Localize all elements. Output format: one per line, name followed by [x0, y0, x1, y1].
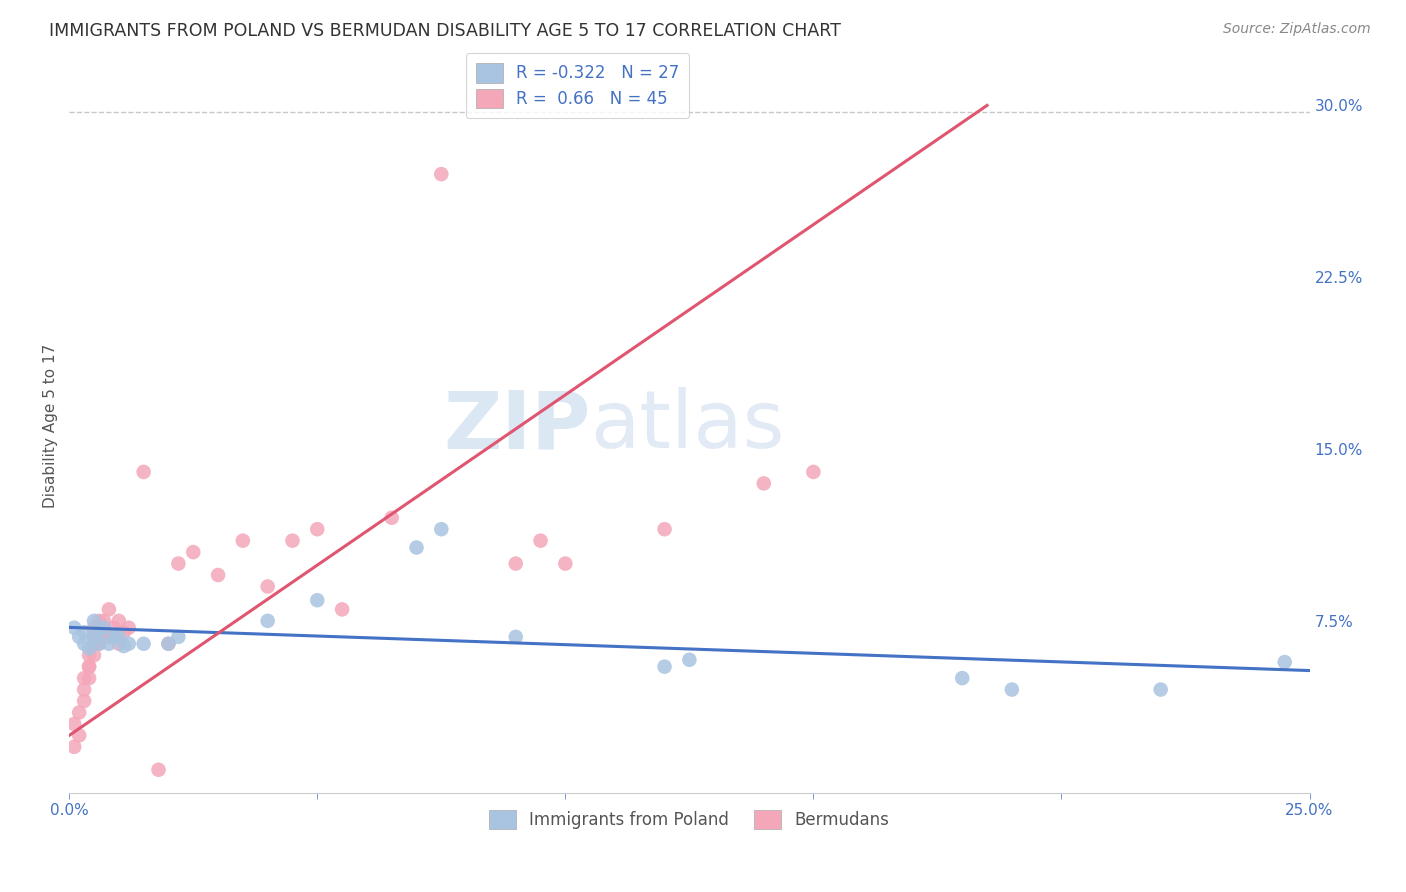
- Point: [430, 167, 453, 181]
- Point: [307, 522, 329, 536]
- Point: [103, 621, 125, 635]
- Point: [950, 671, 973, 685]
- Point: [73, 694, 96, 708]
- Point: [108, 630, 131, 644]
- Point: [430, 522, 453, 536]
- Point: [118, 621, 141, 635]
- Point: [73, 682, 96, 697]
- Point: [381, 510, 404, 524]
- Point: [405, 541, 427, 555]
- Point: [554, 557, 576, 571]
- Point: [1001, 682, 1024, 697]
- Point: [97, 602, 120, 616]
- Point: [77, 671, 100, 685]
- Point: [118, 637, 141, 651]
- Point: [77, 648, 100, 663]
- Point: [67, 630, 90, 644]
- Point: [132, 465, 155, 479]
- Point: [83, 648, 105, 663]
- Point: [654, 659, 676, 673]
- Point: [87, 614, 110, 628]
- Point: [73, 625, 96, 640]
- Point: [83, 630, 105, 644]
- Point: [256, 614, 278, 628]
- Point: [281, 533, 304, 548]
- Point: [148, 763, 170, 777]
- Point: [103, 630, 125, 644]
- Point: [77, 659, 100, 673]
- Point: [83, 621, 105, 635]
- Point: [87, 637, 110, 651]
- Point: [73, 671, 96, 685]
- Point: [93, 625, 115, 640]
- Point: [654, 522, 676, 536]
- Point: [108, 614, 131, 628]
- Point: [77, 641, 100, 656]
- Point: [505, 630, 527, 644]
- Point: [93, 614, 115, 628]
- Text: ZIP: ZIP: [443, 387, 591, 465]
- Point: [83, 630, 105, 644]
- Point: [307, 593, 329, 607]
- Point: [112, 625, 135, 640]
- Point: [330, 602, 353, 616]
- Point: [108, 637, 131, 651]
- Point: [97, 630, 120, 644]
- Point: [803, 465, 825, 479]
- Legend: Immigrants from Poland, Bermudans: Immigrants from Poland, Bermudans: [482, 803, 896, 836]
- Point: [77, 659, 100, 673]
- Point: [132, 637, 155, 651]
- Point: [93, 621, 115, 635]
- Point: [232, 533, 254, 548]
- Point: [63, 621, 86, 635]
- Point: [112, 639, 135, 653]
- Point: [157, 637, 180, 651]
- Point: [87, 625, 110, 640]
- Point: [67, 706, 90, 720]
- Point: [67, 728, 90, 742]
- Point: [83, 625, 105, 640]
- Point: [167, 557, 190, 571]
- Point: [83, 614, 105, 628]
- Point: [97, 637, 120, 651]
- Y-axis label: Disability Age 5 to 17: Disability Age 5 to 17: [44, 344, 58, 508]
- Point: [1274, 655, 1296, 669]
- Point: [752, 476, 775, 491]
- Point: [157, 637, 180, 651]
- Text: atlas: atlas: [591, 387, 785, 465]
- Text: Source: ZipAtlas.com: Source: ZipAtlas.com: [1223, 22, 1371, 37]
- Point: [73, 637, 96, 651]
- Point: [63, 739, 86, 754]
- Point: [678, 653, 700, 667]
- Point: [529, 533, 551, 548]
- Point: [505, 557, 527, 571]
- Point: [207, 568, 229, 582]
- Point: [83, 637, 105, 651]
- Point: [256, 579, 278, 593]
- Point: [63, 717, 86, 731]
- Text: IMMIGRANTS FROM POLAND VS BERMUDAN DISABILITY AGE 5 TO 17 CORRELATION CHART: IMMIGRANTS FROM POLAND VS BERMUDAN DISAB…: [49, 22, 841, 40]
- Point: [87, 637, 110, 651]
- Point: [181, 545, 204, 559]
- Point: [1150, 682, 1173, 697]
- Point: [167, 630, 190, 644]
